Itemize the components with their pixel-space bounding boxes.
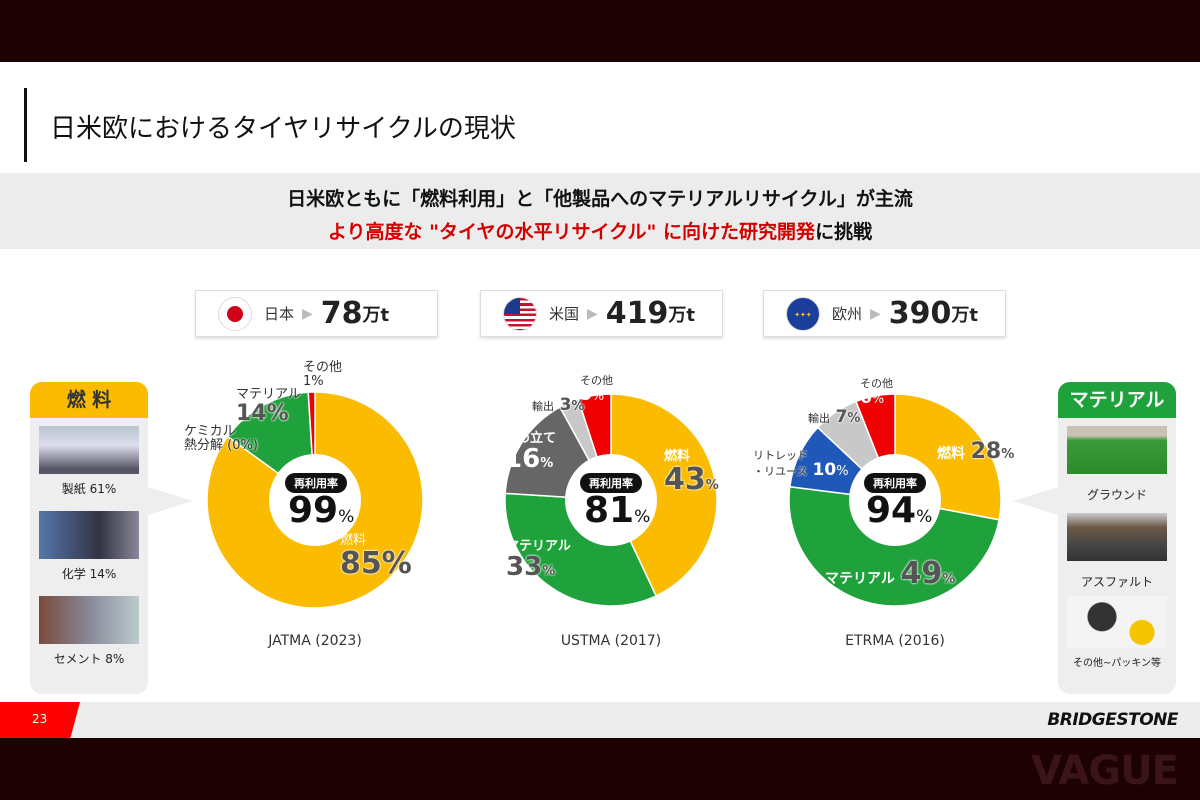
vague-watermark: VAGUE bbox=[1031, 748, 1179, 794]
region-name: 米国 bbox=[549, 305, 580, 323]
arrow-icon: ▶ bbox=[870, 305, 881, 322]
material-item: アスファルト bbox=[1080, 575, 1153, 589]
region-name: 欧州 bbox=[832, 305, 863, 323]
us-rate-label: 再利用率 bbox=[580, 473, 642, 493]
us-label-landfill: 埋め立て 16% bbox=[504, 431, 557, 474]
fuel-panel-title: 燃 料 bbox=[30, 382, 148, 418]
region-name: 日本 bbox=[264, 305, 295, 323]
eu-slice bbox=[788, 485, 1001, 607]
right-panel-pointer bbox=[1013, 487, 1058, 515]
eu-label-material: マテリアル 49% bbox=[825, 556, 956, 591]
chemical-plant-photo bbox=[39, 511, 139, 559]
eu-flag-icon: ✦✦✦ bbox=[786, 296, 820, 331]
eu-rate-value: 94% bbox=[866, 490, 933, 531]
eu-rate-label: 再利用率 bbox=[864, 473, 926, 493]
jp-rate-label: 再利用率 bbox=[285, 473, 347, 493]
banner-line-2: より高度な "タイヤの水平リサイクル" に向けた研究開発に挑戦 bbox=[0, 217, 1200, 244]
material-item: グラウンド bbox=[1086, 488, 1147, 502]
region-unit: 万t bbox=[362, 304, 390, 326]
region-unit: 万t bbox=[951, 304, 979, 326]
us-rate-value: 81% bbox=[584, 490, 651, 531]
slide: 日米欧におけるタイヤリサイクルの現状 日米欧ともに「燃料利用」と「他製品へのマテ… bbox=[0, 62, 1200, 738]
left-panel-pointer bbox=[148, 487, 193, 515]
jp-rate-value: 99% bbox=[288, 490, 355, 531]
banner-suffix: に挑戦 bbox=[815, 221, 873, 243]
jp-source: JATMA (2023) bbox=[268, 633, 362, 649]
arrow-icon: ▶ bbox=[587, 305, 598, 322]
eu-label-other: その他 6% bbox=[860, 377, 893, 408]
eu-label-retread: リトレッド ・リユース 10% bbox=[753, 449, 849, 480]
jp-slice bbox=[206, 391, 424, 609]
jp-label-chemical: ケミカル 熱分解 (0%) bbox=[184, 424, 258, 453]
jp-label-other: その他 1% bbox=[303, 360, 343, 389]
us-label-fuel: 燃料 43% bbox=[664, 449, 719, 497]
banner-highlight: より高度な "タイヤの水平リサイクル" に向けた研究開発 bbox=[327, 221, 816, 243]
summary-banner: 日米欧ともに「燃料利用」と「他製品へのマテリアルリサイクル」が主流 より高度な … bbox=[0, 173, 1200, 249]
japan-flag-icon bbox=[218, 296, 252, 331]
material-item: その他~パッキン等 bbox=[1072, 658, 1162, 669]
region-unit: 万t bbox=[668, 304, 696, 326]
arrow-icon: ▶ bbox=[302, 305, 313, 322]
region-box-japan: 日本 ▶ 78 万t bbox=[195, 290, 438, 337]
fuel-item: 製紙 61% bbox=[61, 482, 117, 496]
us-label-export: 輸出 3% bbox=[532, 395, 585, 415]
page-title: 日米欧におけるタイヤリサイクルの現状 bbox=[50, 114, 516, 144]
packing-photo bbox=[1067, 596, 1167, 648]
fuel-panel: 燃 料 製紙 61% 化学 14% セメント 8% bbox=[30, 382, 148, 694]
us-slice bbox=[610, 393, 718, 597]
region-box-eu: ✦✦✦ 欧州 ▶ 390 万t bbox=[763, 290, 1006, 337]
material-panel-title: マテリアル bbox=[1058, 382, 1176, 418]
region-volume: 419 bbox=[605, 296, 669, 331]
footer: 23 BRIDGESTONE bbox=[0, 702, 1200, 738]
asphalt-photo bbox=[1067, 513, 1167, 561]
us-label-other: その他 5% bbox=[580, 374, 613, 405]
us-source: USTMA (2017) bbox=[560, 633, 662, 649]
region-volume: 78 bbox=[320, 296, 363, 331]
fuel-item: 化学 14% bbox=[61, 567, 117, 581]
region-box-us: 米国 ▶ 419 万t bbox=[480, 290, 723, 337]
material-panel: マテリアル グラウンド アスファルト その他~パッキン等 bbox=[1058, 382, 1176, 694]
region-volume: 390 bbox=[888, 296, 952, 331]
bridgestone-logo: BRIDGESTONE bbox=[1047, 710, 1178, 730]
banner-line-1: 日米欧ともに「燃料利用」と「他製品へのマテリアルリサイクル」が主流 bbox=[287, 188, 913, 210]
paper-mill-photo bbox=[39, 426, 139, 474]
jp-label-material: マテリアル 14% bbox=[236, 387, 301, 426]
page-number: 23 bbox=[0, 702, 80, 738]
eu-label-export: 輸出 7% bbox=[808, 407, 861, 427]
us-flag-icon bbox=[503, 296, 537, 331]
ground-photo bbox=[1067, 426, 1167, 474]
fuel-item: セメント 8% bbox=[53, 652, 125, 666]
title-accent-bar bbox=[24, 88, 27, 162]
us-label-material: マテリアル 33% bbox=[506, 539, 571, 582]
eu-label-fuel: 燃料 28% bbox=[937, 439, 1015, 464]
jp-label-fuel: 燃料 85% bbox=[340, 533, 412, 581]
eu-source: ETRMA (2016) bbox=[845, 633, 945, 649]
cement-kiln-photo bbox=[39, 596, 139, 644]
